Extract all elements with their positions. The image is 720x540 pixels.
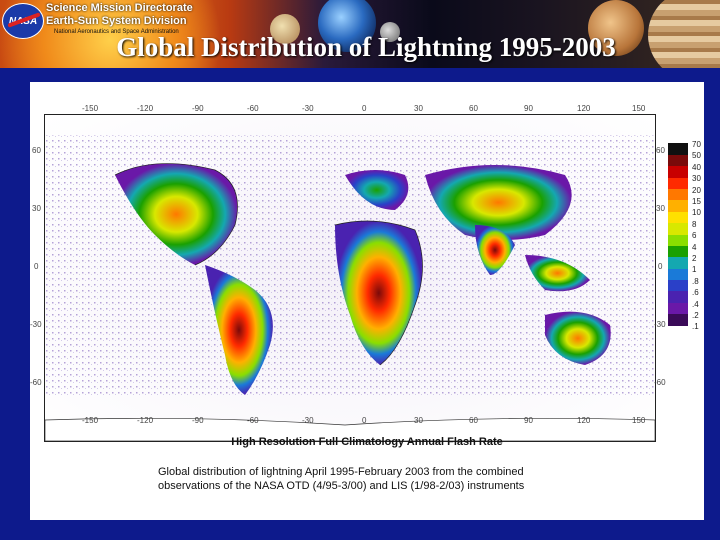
colorbar-swatch (668, 211, 688, 224)
y-tick-right: -60 (654, 378, 666, 387)
x-tick-top: 120 (577, 104, 591, 113)
caption-line: observations of the NASA OTD (4/95-3/00)… (158, 480, 525, 492)
colorbar-label: .2 (692, 311, 699, 320)
colorbar-label: 30 (692, 174, 701, 184)
x-tick-bottom: 60 (469, 416, 478, 425)
x-tick-top: 60 (469, 104, 478, 113)
x-tick-bottom: -60 (247, 416, 259, 425)
lightning-figure: -150 -120 -90 -60 -30 0 30 60 90 120 150… (30, 82, 704, 520)
colorbar-swatch (668, 154, 688, 167)
x-tick-bottom: 150 (632, 416, 646, 425)
colorbar-swatch (668, 234, 688, 246)
x-tick-top: -60 (247, 104, 259, 113)
colorbar-swatch (668, 132, 688, 144)
slide-title: Global Distribution of Lightning 1995-20… (116, 32, 616, 62)
colorbar-label: .4 (692, 299, 699, 309)
map-svg (45, 135, 655, 441)
colorbar-label: 50 (692, 151, 701, 161)
y-tick-left: 30 (32, 204, 41, 213)
colorbar-label: 40 (692, 162, 701, 172)
jupiter-image (648, 0, 720, 68)
x-tick-top: 0 (362, 104, 367, 113)
earth-image (318, 0, 376, 52)
x-tick-top: 30 (414, 104, 423, 113)
colorbar-swatch (668, 257, 688, 269)
division-label: Earth-Sun System Division (46, 15, 187, 27)
x-tick-bottom: 0 (362, 416, 367, 425)
y-tick-right: 60 (656, 146, 665, 155)
colorbar-swatch (668, 188, 688, 201)
colorbar-label: .6 (692, 288, 699, 298)
colorbar-swatch (668, 166, 688, 178)
y-tick-right: -30 (654, 320, 666, 329)
colorbar-label: 6 (692, 231, 697, 241)
x-tick-bottom: 90 (524, 416, 533, 425)
agency-label: National Aeronautics and Space Administr… (54, 29, 179, 35)
y-tick-left: 0 (34, 262, 39, 271)
y-tick-left: 60 (32, 146, 41, 155)
nasa-logo: NASA (2, 3, 44, 39)
colorbar-label: .1 (692, 322, 699, 332)
colorbar-swatch (668, 314, 688, 326)
header-banner: NASA Science Mission Directorate Earth-S… (0, 0, 720, 68)
colorbar-swatch (668, 268, 688, 281)
x-tick-top: -150 (82, 104, 99, 113)
caption-line: Global distribution of lightning April 1… (158, 466, 524, 478)
colorbar-label: 2 (692, 254, 697, 263)
colorbar-swatch (668, 291, 688, 303)
x-tick-bottom: -90 (192, 416, 204, 425)
colorbar-label: 4 (692, 242, 697, 252)
x-tick-bottom: 30 (414, 416, 423, 425)
colorbar-label: .8 (692, 276, 699, 286)
colorbar-swatch (668, 143, 688, 155)
y-tick-left: -60 (30, 378, 42, 387)
moon-image (380, 22, 400, 42)
x-tick-top: 150 (632, 104, 646, 113)
y-tick-right: 0 (658, 262, 663, 271)
colorbar-label: 10 (692, 208, 701, 218)
x-tick-top: -120 (137, 104, 154, 113)
x-tick-top: 90 (524, 104, 533, 113)
colorbar-swatch (668, 302, 688, 315)
x-tick-top: -90 (192, 104, 204, 113)
y-tick-left: -30 (30, 320, 42, 329)
colorbar-swatch (668, 245, 688, 258)
colorbar-label: 15 (692, 197, 701, 206)
x-tick-bottom: -30 (302, 416, 314, 425)
colorbar-swatch (668, 280, 688, 292)
x-tick-bottom: 120 (577, 416, 591, 425)
colorbar-swatch (668, 223, 688, 235)
colorbar-swatch (668, 177, 688, 189)
colorbar-label: 8 (692, 219, 697, 229)
figure-title: High Resolution Full Climatology Annual … (231, 436, 503, 448)
x-tick-top: -30 (302, 104, 314, 113)
colorbar-label: 20 (692, 185, 701, 195)
x-tick-bottom: -120 (137, 416, 154, 425)
y-tick-right: 30 (656, 204, 665, 213)
colorbar-swatch (668, 200, 688, 212)
flash-rate-colorbar (668, 132, 688, 326)
x-tick-bottom: -150 (82, 416, 99, 425)
directorate-label: Science Mission Directorate (46, 2, 193, 14)
world-lightning-map (44, 114, 656, 442)
mars-image (588, 0, 644, 56)
planet-image (270, 14, 300, 44)
colorbar-label: 70 (692, 140, 701, 149)
colorbar-label: 1 (692, 265, 697, 275)
figure-caption: Global distribution of lightning April 1… (158, 465, 598, 493)
